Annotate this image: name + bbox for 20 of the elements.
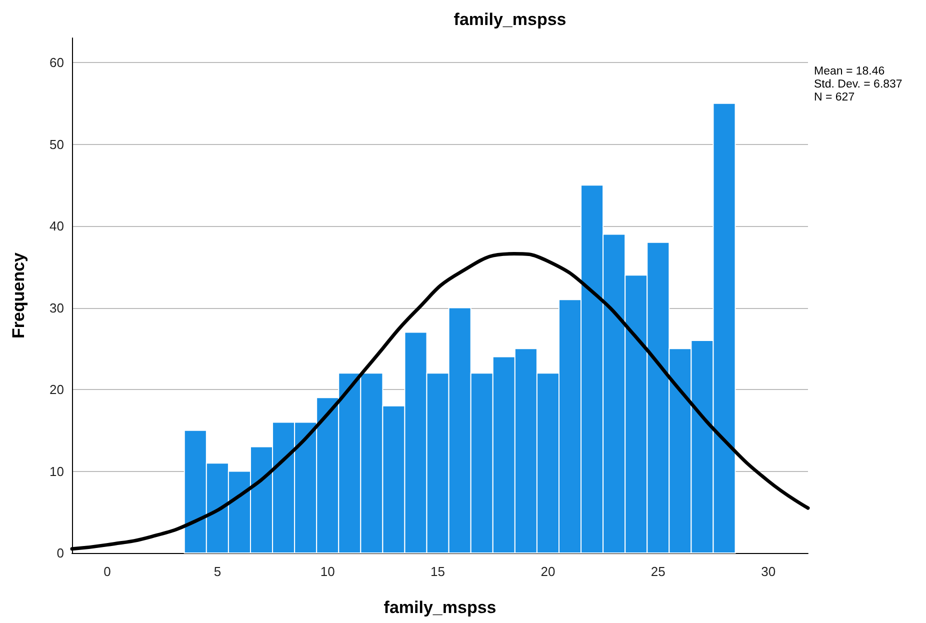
y-tick-label: 60 [50, 55, 64, 70]
x-axis-title: family_mspss [384, 598, 496, 617]
text: Mean = 18.46 [814, 66, 885, 78]
y-axis-title: Frequency [9, 252, 28, 338]
y-tick-label: 50 [50, 136, 64, 152]
text: Std. Dev. = 6.837 [814, 78, 902, 90]
x-tick-label: 0 [104, 564, 111, 579]
x-tick-label: 10 [320, 564, 335, 579]
y-tick-label: 30 [50, 300, 64, 316]
text: N = 627 [814, 92, 855, 104]
chart-title: family_mspss [454, 10, 566, 29]
x-tick-label: 30 [761, 564, 776, 579]
y-tick-label: 40 [50, 218, 64, 234]
x-tick-label: 15 [430, 564, 446, 579]
y-tick-label: 10 [50, 464, 64, 479]
y-tick-label: 0 [56, 546, 64, 560]
x-tick-label: 5 [214, 564, 222, 579]
y-tick-label: 20 [50, 382, 64, 398]
x-tick-label: 25 [650, 564, 666, 579]
x-tick-label: 20 [540, 564, 556, 579]
